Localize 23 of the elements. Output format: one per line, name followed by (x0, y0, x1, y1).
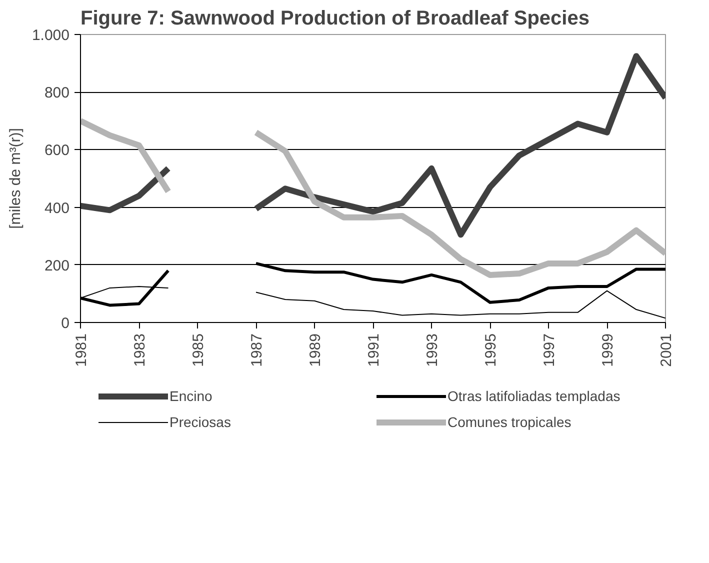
x-tick-label: 1995 (482, 333, 500, 367)
y-tick-label: 1.000 (32, 27, 70, 44)
legend-label: Encino (170, 388, 214, 404)
x-tick-label: 1997 (541, 333, 558, 367)
y-tick-label: 0 (61, 315, 70, 332)
y-axis-title: [miles de m³(r)] (6, 128, 24, 229)
x-tick-label: 1989 (307, 333, 324, 367)
x-tick-label: 1993 (424, 333, 441, 367)
x-tick-label: 2001 (658, 333, 675, 367)
legend-label: Otras latifoliadas templadas (448, 388, 622, 404)
y-tick-label: 400 (44, 200, 70, 217)
x-tick-label: 1987 (248, 333, 266, 367)
x-tick-label: 1985 (190, 333, 207, 367)
x-tick-label: 1981 (73, 333, 90, 367)
legend-label: Comunes tropicales (448, 414, 572, 430)
x-tick-label: 1991 (366, 333, 382, 367)
y-tick-label: 800 (44, 84, 70, 102)
y-tick-label: 200 (44, 257, 70, 274)
x-tick-label: 1999 (600, 333, 616, 367)
legend-label: Preciosas (170, 414, 232, 430)
y-tick-label: 600 (44, 142, 70, 160)
chart-title: Figure 7: Sawnwood Production of Broadleaf Species (80, 8, 590, 30)
x-tick-label: 1983 (132, 333, 148, 367)
